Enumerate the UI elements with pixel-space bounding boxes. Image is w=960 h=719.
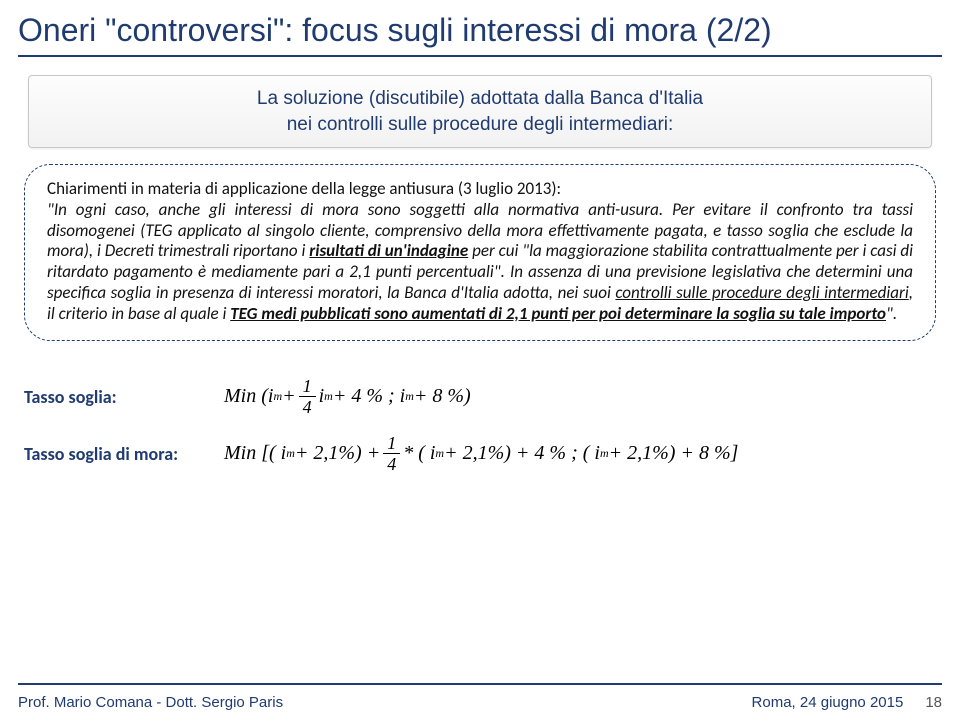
- subtitle-box: La soluzione (discutibile) adottata dall…: [28, 75, 932, 148]
- formula-label-2: Tasso soglia di mora:: [24, 443, 224, 465]
- formula-expr-2: Min [( im + 2,1%) + 14 * ( im + 2,1%) + …: [224, 434, 738, 473]
- subtitle-line-2: nei controlli sulle procedure degli inte…: [45, 112, 915, 138]
- formula-expr-1: Min (im + 14 im + 4 % ; im + 8 %): [224, 377, 471, 416]
- quote-text: Chiarimenti in materia di applicazione d…: [47, 178, 913, 323]
- subtitle-line-1: La soluzione (discutibile) adottata dall…: [45, 86, 915, 112]
- quote-box: Chiarimenti in materia di applicazione d…: [24, 164, 936, 341]
- footer: Prof. Mario Comana - Dott. Sergio Paris …: [18, 694, 942, 711]
- slide-title: Oneri "controversi": focus sugli interes…: [0, 0, 960, 55]
- footer-date: Roma, 24 giugno 2015: [752, 694, 904, 711]
- formulas-block: Tasso soglia: Min (im + 14 im + 4 % ; im…: [24, 377, 936, 473]
- formula-row-1: Tasso soglia: Min (im + 14 im + 4 % ; im…: [24, 377, 936, 416]
- formula-label-1: Tasso soglia:: [24, 386, 224, 408]
- title-rule: [18, 55, 942, 57]
- footer-left: Prof. Mario Comana - Dott. Sergio Paris: [18, 694, 283, 711]
- formula-row-2: Tasso soglia di mora: Min [( im + 2,1%) …: [24, 434, 936, 473]
- page-number: 18: [925, 694, 942, 711]
- footer-rule: [18, 683, 942, 685]
